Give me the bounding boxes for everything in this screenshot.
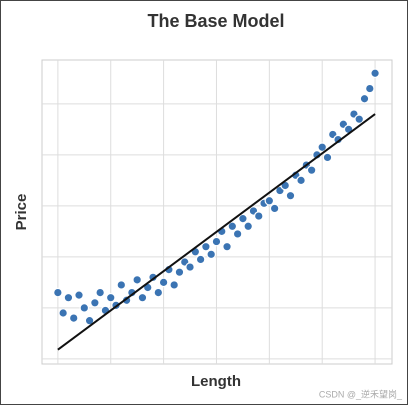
- point: [95, 287, 105, 298]
- point: [174, 267, 185, 277]
- point: [227, 221, 238, 232]
- point: [264, 195, 275, 206]
- point: [53, 287, 63, 298]
- point: [195, 254, 206, 265]
- point: [238, 213, 248, 224]
- point: [132, 275, 142, 285]
- point: [253, 211, 264, 221]
- point: [58, 308, 68, 318]
- point: [222, 241, 232, 252]
- point: [269, 203, 280, 214]
- point: [306, 165, 317, 175]
- point: [201, 241, 211, 252]
- point: [84, 315, 95, 326]
- point: [317, 142, 328, 153]
- point: [285, 190, 296, 201]
- point: [68, 313, 79, 323]
- point: [206, 249, 216, 260]
- point: [322, 152, 333, 163]
- point: [185, 262, 195, 272]
- point: [354, 114, 365, 124]
- point: [370, 68, 380, 79]
- x-axis-label: Length: [191, 373, 241, 390]
- point: [296, 175, 306, 186]
- point: [359, 93, 370, 104]
- point: [116, 280, 127, 290]
- point: [63, 292, 74, 303]
- fit-line: [57, 113, 376, 351]
- point: [169, 280, 179, 290]
- y-axis-label: Price: [13, 194, 30, 231]
- point: [79, 303, 90, 313]
- point: [211, 236, 222, 247]
- point: [105, 292, 116, 303]
- chart-title: The Base Model: [147, 11, 284, 31]
- point: [364, 83, 375, 94]
- point: [90, 297, 100, 308]
- point: [243, 221, 253, 232]
- point: [158, 277, 169, 288]
- point: [74, 290, 84, 300]
- point: [137, 292, 148, 303]
- point: [232, 229, 243, 239]
- plot-area: [41, 59, 393, 365]
- watermark: CSDN @_逆禾望岗_: [319, 388, 403, 399]
- point: [153, 287, 164, 298]
